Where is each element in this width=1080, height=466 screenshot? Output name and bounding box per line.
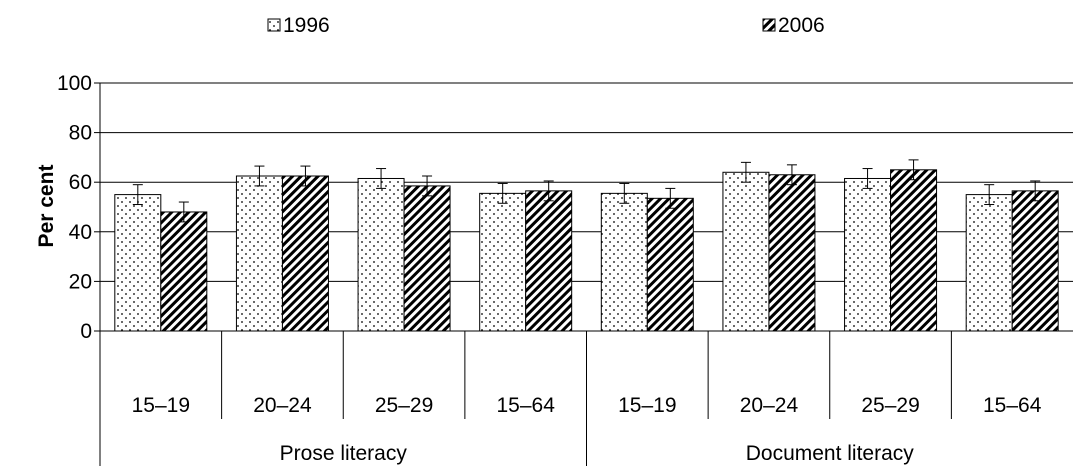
category-label: 15–19 <box>132 394 190 417</box>
y-tick-label: 80 <box>69 122 92 145</box>
category-label: 15–64 <box>496 394 555 417</box>
category-label: 25–29 <box>861 394 919 417</box>
category-label: 20–24 <box>740 394 799 417</box>
bar-2006-5 <box>646 197 694 332</box>
bar-1996-6 <box>722 171 770 332</box>
axes: 0 20 40 60 80 100 15–19 20–24 25–29 15–64 15–19 20–… <box>57 72 1073 466</box>
bar-1996-1 <box>114 194 162 332</box>
y-tick-label: 0 <box>80 320 92 343</box>
y-tick-label: 20 <box>69 270 92 293</box>
bars <box>114 159 1059 332</box>
category-label: 15–19 <box>618 394 676 417</box>
y-axis-label: Per cent <box>35 165 58 248</box>
legend-swatch-2006 <box>762 18 776 32</box>
category-label: 20–24 <box>253 394 312 417</box>
legend-label-2006: 2006 <box>778 14 825 37</box>
bar-2006-2 <box>281 175 329 332</box>
bar-2006-8 <box>1011 190 1059 332</box>
bar-1996-3 <box>357 177 405 332</box>
bar-1996-5 <box>600 192 648 332</box>
group-label: Prose literacy <box>280 442 408 465</box>
bar-2006-6 <box>768 174 816 332</box>
bar-1996-4 <box>479 192 527 332</box>
bar-2006-4 <box>525 190 573 332</box>
bar-2006-3 <box>403 185 451 332</box>
group-label: Document literacy <box>746 442 915 465</box>
legend-swatch-1996 <box>267 18 281 32</box>
bar-2006-1 <box>160 211 208 332</box>
bar-2006-7 <box>890 169 938 332</box>
legend: 1996 2006 <box>267 14 825 37</box>
bar-1996-2 <box>235 175 283 332</box>
bar-1996-7 <box>844 177 892 332</box>
y-tick-label: 60 <box>69 171 92 194</box>
bar-1996-8 <box>965 194 1013 332</box>
y-tick-label: 100 <box>57 72 92 95</box>
category-label: 15–64 <box>983 394 1042 417</box>
legend-label-1996: 1996 <box>283 14 330 37</box>
category-label: 25–29 <box>375 394 433 417</box>
y-tick-label: 40 <box>69 221 92 244</box>
